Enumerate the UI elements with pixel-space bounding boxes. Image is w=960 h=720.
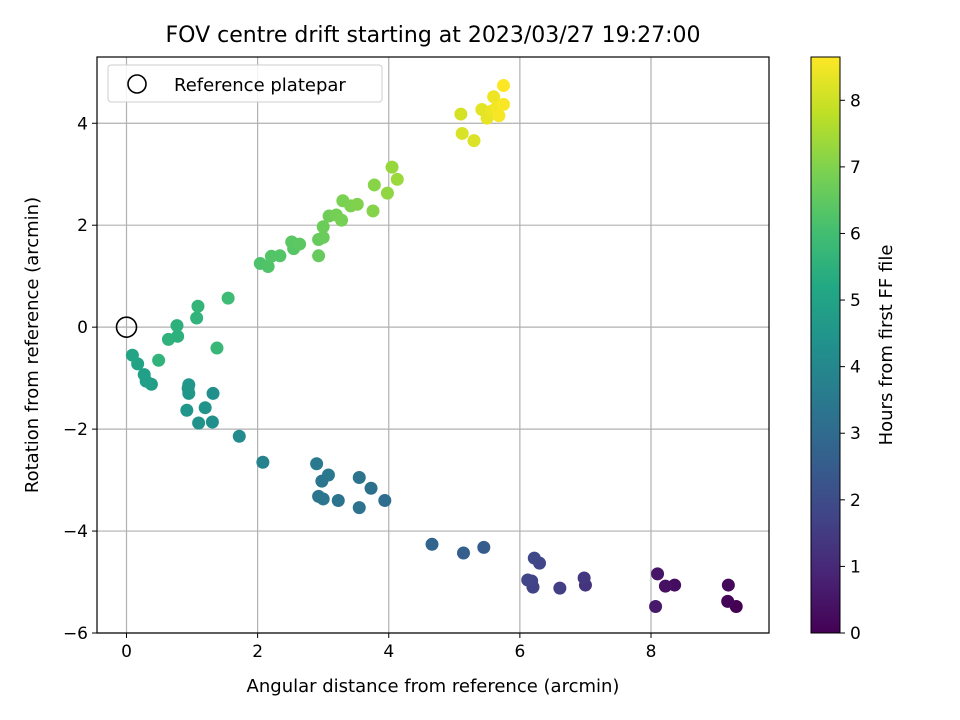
data-point (577, 571, 591, 585)
reference-marker (115, 316, 138, 338)
data-point (310, 457, 324, 471)
data-point (454, 107, 468, 121)
data-point (721, 594, 735, 608)
colorbar-tick-label: 6 (850, 224, 861, 244)
data-point (492, 109, 506, 123)
data-point (456, 546, 470, 560)
data-point (487, 90, 501, 104)
data-point (335, 213, 349, 227)
colorbar-tick-label: 0 (850, 624, 861, 644)
legend-marker-reference (127, 74, 147, 94)
data-point (205, 415, 219, 429)
colorbar-tick-label: 2 (850, 491, 861, 511)
data-point (273, 249, 287, 263)
data-point (521, 573, 535, 587)
x-axis-label: Angular distance from reference (arcmin) (247, 676, 620, 697)
data-point (425, 537, 439, 551)
data-point (527, 551, 541, 565)
legend: Reference platepar (107, 64, 383, 103)
x-tick-label: 4 (383, 642, 394, 662)
data-point (364, 481, 378, 495)
data-point (256, 455, 270, 469)
data-point (331, 493, 345, 507)
data-point (198, 401, 212, 415)
data-point (352, 471, 366, 485)
data-point (312, 489, 326, 503)
data-point (221, 291, 235, 305)
plot-frame (96, 56, 770, 634)
colorbar: 0 1 2 3 4 5 6 7 8 Hours from first FF file (810, 56, 897, 644)
data-point (455, 126, 469, 140)
data-point (553, 581, 567, 595)
data-point (182, 386, 196, 400)
y-tick-label: −6 (63, 624, 88, 644)
data-point (380, 186, 394, 200)
colorbar-tick-label: 1 (850, 557, 861, 577)
y-axis-label: Rotation from reference (arcmin) (22, 197, 43, 493)
data-point (191, 299, 205, 313)
y-tick-label: 4 (77, 114, 88, 134)
data-point (390, 172, 404, 186)
data-point (316, 220, 330, 234)
data-point (137, 368, 151, 382)
data-point (232, 429, 246, 443)
data-point (366, 204, 380, 218)
y-tick-label: 2 (77, 216, 88, 236)
data-point (316, 230, 330, 244)
data-point (658, 579, 672, 593)
data-point (721, 578, 735, 592)
data-point (477, 540, 491, 554)
data-point (293, 237, 307, 251)
chart-title: FOV centre drift starting at 2023/03/27 … (166, 23, 701, 48)
data-point (261, 260, 275, 274)
axes: 0 2 4 6 8 −6 −4 −2 0 2 4 (63, 56, 770, 662)
data-point (125, 348, 139, 362)
legend-box (107, 64, 383, 103)
colorbar-tick-label: 7 (850, 158, 861, 178)
data-points (115, 79, 743, 613)
data-point (312, 249, 326, 263)
colorbar-label: Hours from first FF file (876, 245, 897, 446)
data-point (152, 353, 166, 367)
x-tick-label: 2 (252, 642, 263, 662)
colorbar-tick-label: 5 (850, 291, 861, 311)
colorbar-tick-label: 3 (850, 424, 861, 444)
x-tick-label: 6 (514, 642, 525, 662)
data-point (315, 474, 329, 488)
data-point (180, 403, 194, 417)
data-point (210, 341, 224, 355)
x-tick-label: 8 (646, 642, 657, 662)
data-point (192, 416, 206, 430)
data-point (496, 79, 510, 93)
y-tick-label: 0 (77, 318, 88, 338)
x-tick-label: 0 (121, 642, 132, 662)
data-point (649, 599, 663, 613)
data-point (350, 197, 364, 211)
colorbar-tick-label: 4 (850, 358, 861, 378)
colorbar-ticks: 0 1 2 3 4 5 6 7 8 (840, 91, 861, 644)
data-point (367, 178, 381, 192)
data-point (170, 319, 184, 333)
y-tick-label: −2 (63, 420, 88, 440)
data-point (385, 160, 399, 174)
data-point (378, 493, 392, 507)
data-point (171, 329, 185, 343)
colorbar-gradient (810, 56, 841, 634)
y-tick-label: −4 (63, 522, 88, 542)
data-point (352, 501, 366, 515)
data-point (206, 386, 220, 400)
legend-entry-reference: Reference platepar (174, 75, 346, 96)
data-point (467, 134, 481, 148)
colorbar-tick-label: 8 (850, 91, 861, 111)
data-point (496, 97, 510, 111)
data-point (190, 311, 204, 325)
data-point (651, 567, 665, 581)
